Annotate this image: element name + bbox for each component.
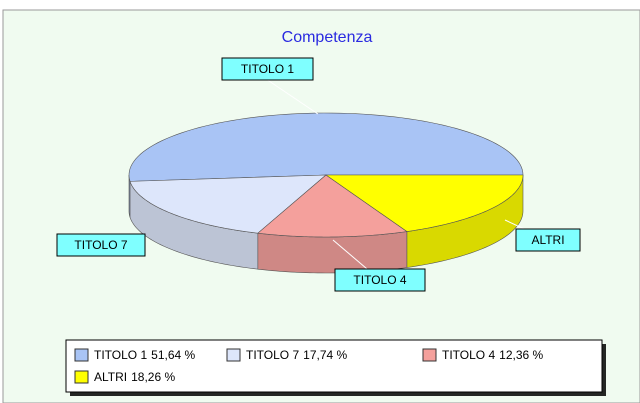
chart-title: Competenza bbox=[282, 29, 373, 46]
legend-swatch bbox=[422, 348, 437, 362]
slice bbox=[129, 174, 327, 234]
legend-value: 51,64 % bbox=[151, 348, 195, 362]
legend-label: TITOLO 4 12,36 % bbox=[442, 348, 544, 362]
slice bbox=[257, 174, 408, 238]
legend-value: 12,36 % bbox=[499, 348, 543, 362]
callout-box bbox=[56, 233, 146, 257]
legend-label: ALTRI 18,26 % bbox=[94, 370, 175, 384]
legend-value: 18,26 % bbox=[131, 370, 175, 384]
legend-name: TITOLO 7 bbox=[246, 348, 299, 362]
legend-value: 17,74 % bbox=[303, 348, 347, 362]
callout-box bbox=[221, 57, 314, 81]
slice-side bbox=[257, 231, 408, 274]
legend-name: TITOLO 4 bbox=[442, 348, 495, 362]
slice bbox=[325, 174, 524, 232]
legend-label: TITOLO 1 51,64 % bbox=[94, 348, 196, 362]
legend bbox=[65, 339, 603, 393]
legend-label: TITOLO 7 17,74 % bbox=[246, 348, 348, 362]
callout-box bbox=[334, 268, 426, 292]
legend-name: ALTRI bbox=[94, 370, 127, 384]
legend-name: TITOLO 1 bbox=[94, 348, 147, 362]
legend-swatch bbox=[74, 370, 89, 384]
leader-line bbox=[267, 79, 319, 115]
legend-swatch bbox=[74, 348, 89, 362]
callout-label: TITOLO 7 bbox=[74, 238, 127, 252]
callout-label: ALTRI bbox=[531, 233, 564, 247]
callout-label: TITOLO 4 bbox=[353, 273, 406, 287]
callout-box bbox=[515, 228, 581, 252]
callout-label: TITOLO 1 bbox=[241, 62, 294, 76]
legend-swatch bbox=[226, 348, 241, 362]
